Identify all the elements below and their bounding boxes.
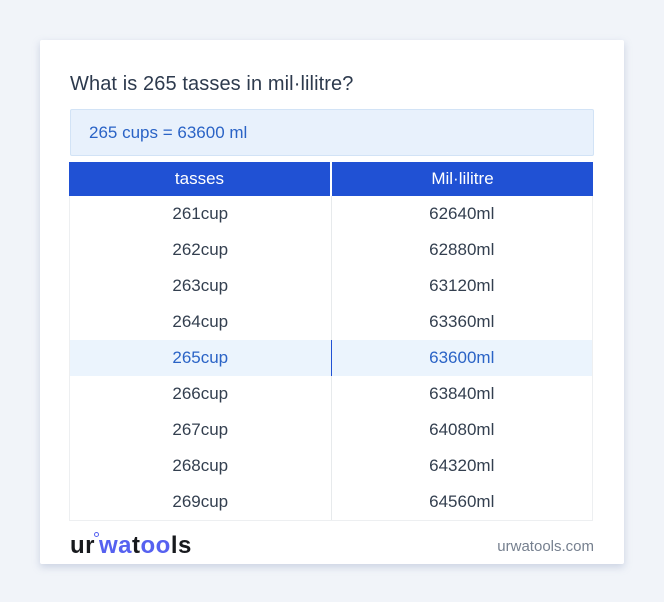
cup-value: 264cup [70,304,332,340]
ml-value: 63600ml [429,348,495,367]
logo-ring-icon [94,532,99,537]
cup-value: 269cup [70,484,332,520]
cup-value: 262cup [70,232,332,268]
logo-text-dark: ls [170,532,192,559]
table-row: 261cup 62640ml [70,196,592,232]
cup-value: 266cup [70,376,332,412]
table-row: 268cup 64320ml [70,448,592,484]
table-row: 266cup 63840ml [70,376,592,412]
table-row: 263cup 63120ml [70,268,592,304]
conversion-table: tasses Mil·lilitre 261cup 62640ml 262cup… [69,162,593,521]
conversion-result-text: 265 cups = 63600 ml [89,122,248,142]
conversion-card: What is 265 tasses in mil·lilitre? 265 c… [40,40,624,564]
table-row: 264cup 63360ml [70,304,592,340]
card-footer: ur watools urwatools.com [70,531,594,561]
logo-text-dark: ur [70,532,95,559]
table-body: 261cup 62640ml 262cup 62880ml 263cup 631… [69,196,593,521]
ml-value: 63360ml [429,312,495,331]
ml-value: 62880ml [429,240,495,259]
logo-text-blue: wa [99,532,133,559]
cup-value: 265cup [70,340,332,376]
logo-text-dark: t [132,532,141,559]
table-header-millilitre: Mil·lilitre [431,169,494,188]
table-header-tasses: tasses [69,162,332,196]
ml-value: 63120ml [429,276,495,295]
table-row: 267cup 64080ml [70,412,592,448]
ml-value: 64080ml [429,420,495,439]
ml-value: 63840ml [429,384,495,403]
ml-value: 62640ml [429,204,495,223]
urwatools-logo[interactable]: ur watools [70,532,192,559]
logo-glasses-text: oo [140,532,171,559]
ml-value: 64560ml [429,492,495,511]
cup-value: 261cup [70,196,332,232]
site-domain-text: urwatools.com [497,537,594,555]
conversion-result-box: 265 cups = 63600 ml [70,109,594,156]
ml-value: 64320ml [429,456,495,475]
cup-value: 267cup [70,412,332,448]
table-header-row: tasses Mil·lilitre [69,162,593,196]
table-row: 262cup 62880ml [70,232,592,268]
cup-value: 263cup [70,268,332,304]
page-title: What is 265 tasses in mil·lilitre? [70,73,354,95]
table-row: 269cup 64560ml [70,484,592,520]
cup-value: 268cup [70,448,332,484]
table-row-highlighted: 265cup 63600ml [70,340,592,376]
